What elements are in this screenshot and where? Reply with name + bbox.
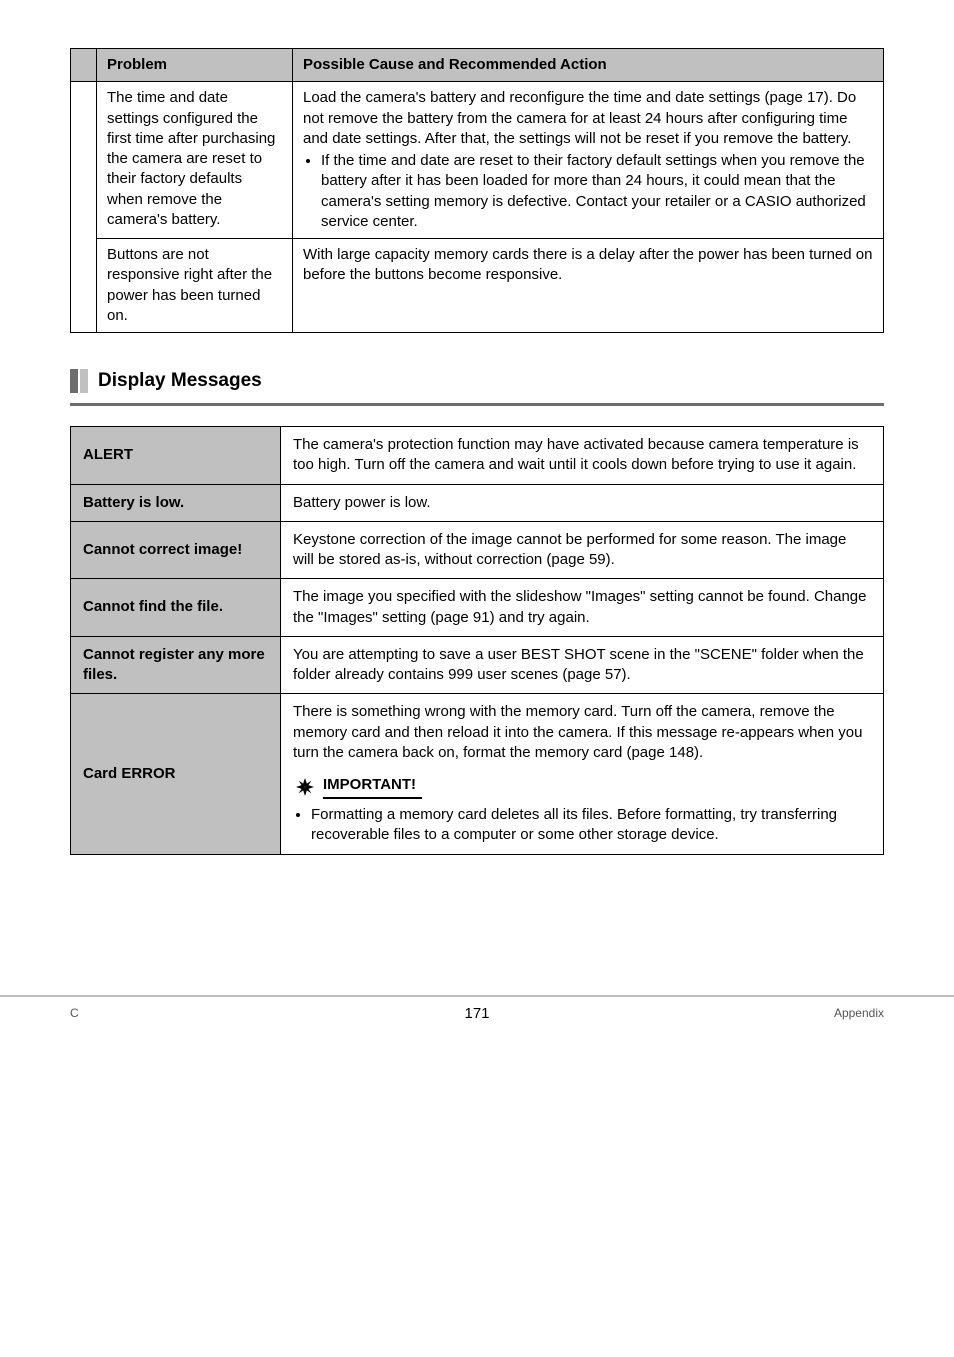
table-cell-action-intro: Load the camera's battery and reconfigur… [303, 89, 856, 147]
table-row: ALERT The camera's protection function m… [71, 427, 884, 485]
table-row: Cannot find the file. The image you spec… [71, 579, 884, 637]
card-error-bullet: Formatting a memory card deletes all its… [311, 805, 871, 846]
important-label: IMPORTANT! [323, 775, 422, 798]
important-icon [293, 775, 317, 799]
section-bar-icon [80, 369, 88, 393]
table-row-spacer [71, 82, 97, 333]
message-label: Battery is low. [71, 484, 281, 521]
table-cell-action: Load the camera's battery and reconfigur… [293, 82, 884, 239]
table-header-action: Possible Cause and Recommended Action [293, 49, 884, 82]
message-label: Cannot find the file. [71, 579, 281, 637]
message-text: You are attempting to save a user BEST S… [281, 636, 884, 694]
table-row: Buttons are not responsive right after t… [71, 239, 884, 333]
section-underline [70, 403, 884, 406]
important-callout: IMPORTANT! [293, 775, 871, 799]
table-row: The time and date settings configured th… [71, 82, 884, 239]
table-cell-action-bullet: If the time and date are reset to their … [321, 151, 873, 232]
page-footer: C 171 Appendix [0, 995, 954, 1042]
table-cell-problem: Buttons are not responsive right after t… [97, 239, 293, 333]
message-text: Keystone correction of the image cannot … [281, 521, 884, 579]
message-label: Card ERROR [71, 694, 281, 854]
table-cell-problem: The time and date settings configured th… [97, 82, 293, 239]
messages-table: ALERT The camera's protection function m… [70, 426, 884, 855]
message-label: ALERT [71, 427, 281, 485]
section-header: Display Messages [70, 369, 884, 393]
table-cell-action: With large capacity memory cards there i… [293, 239, 884, 333]
table-row: Card ERROR There is something wrong with… [71, 694, 884, 854]
table-header-problem: Problem [97, 49, 293, 82]
table-row: Battery is low. Battery power is low. [71, 484, 884, 521]
section-title: Display Messages [98, 370, 262, 392]
table-header-spacer [71, 49, 97, 82]
message-text: There is something wrong with the memory… [281, 694, 884, 854]
message-label: Cannot correct image! [71, 521, 281, 579]
message-label: Cannot register any more files. [71, 636, 281, 694]
card-error-intro: There is something wrong with the memory… [293, 703, 862, 761]
message-text: The camera's protection function may hav… [281, 427, 884, 485]
footer-right: Appendix [764, 1006, 884, 1020]
message-text: Battery power is low. [281, 484, 884, 521]
footer-left: C [70, 1006, 190, 1020]
message-text: The image you specified with the slidesh… [281, 579, 884, 637]
table-row: Cannot correct image! Keystone correctio… [71, 521, 884, 579]
footer-page-number: 171 [190, 1005, 764, 1022]
troubleshoot-table: Problem Possible Cause and Recommended A… [70, 48, 884, 333]
section-bar-icon [70, 369, 78, 393]
table-row: Cannot register any more files. You are … [71, 636, 884, 694]
